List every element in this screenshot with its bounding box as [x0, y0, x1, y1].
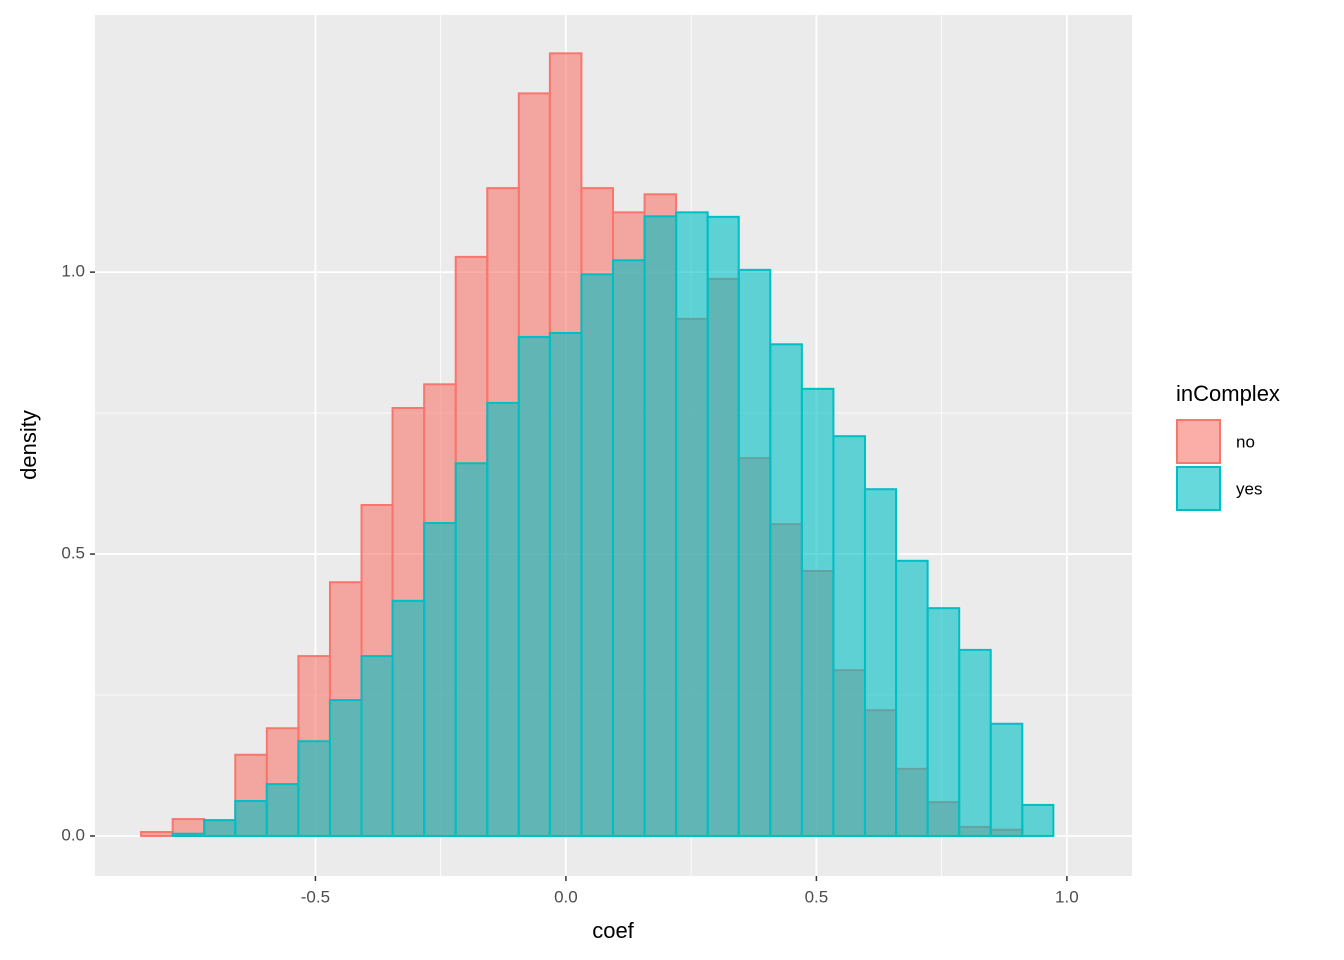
bar	[643, 215, 678, 837]
x-tick-label: 0.0	[554, 887, 578, 906]
bar	[423, 522, 457, 837]
bar	[486, 401, 520, 837]
bar	[454, 462, 489, 837]
bar	[580, 273, 614, 837]
x-tick-label: 0.5	[805, 887, 829, 906]
bar	[140, 831, 174, 837]
bar	[328, 699, 363, 837]
legend-key	[1176, 419, 1221, 464]
bar	[391, 599, 426, 837]
legend-title: inComplex	[1176, 381, 1280, 406]
bar	[265, 783, 300, 837]
bar	[675, 211, 709, 837]
bar	[548, 332, 583, 837]
bar	[832, 435, 866, 837]
y-axis-title: density	[16, 410, 41, 480]
bar	[737, 268, 772, 837]
legend: no yes	[1176, 419, 1262, 511]
bar	[958, 648, 992, 837]
bar	[863, 488, 898, 837]
axes: 0.0 0.5 1.0 -0.5 0.0 0.5 1.0	[61, 262, 1078, 907]
y-tick-label: 0.5	[61, 544, 85, 563]
bar	[1021, 803, 1055, 837]
bar	[297, 740, 331, 837]
bar	[611, 259, 646, 837]
bar	[926, 607, 961, 837]
bar	[800, 387, 835, 837]
x-tick-label: -0.5	[301, 887, 330, 906]
y-tick-label: 0.0	[61, 825, 85, 844]
legend-label: yes	[1236, 479, 1262, 498]
bar	[234, 800, 268, 837]
bar	[360, 655, 394, 837]
bar	[895, 559, 929, 837]
bar	[171, 832, 206, 837]
legend-key	[1176, 466, 1221, 511]
bars	[140, 52, 1055, 837]
x-tick-label: 1.0	[1055, 887, 1079, 906]
bar	[989, 722, 1024, 837]
bar	[517, 335, 551, 837]
x-axis-title: coef	[592, 918, 634, 943]
legend-label: no	[1236, 432, 1255, 451]
y-tick-label: 1.0	[61, 262, 85, 281]
bar	[706, 215, 740, 837]
bar	[769, 343, 803, 837]
bar	[203, 819, 237, 837]
